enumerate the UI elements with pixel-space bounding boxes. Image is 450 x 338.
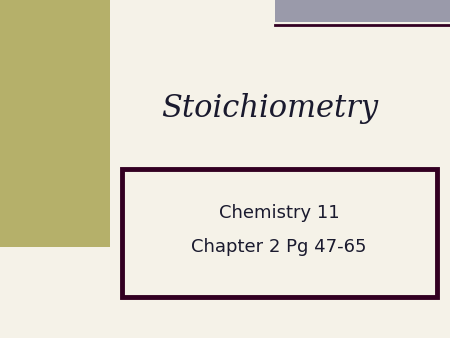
Bar: [0, 0, 110, 247]
Text: Chemistry 11: Chemistry 11: [219, 204, 339, 222]
Text: Stoichiometry: Stoichiometry: [162, 93, 378, 124]
Bar: [274, 0, 450, 22]
Bar: [122, 169, 436, 297]
Text: Chapter 2 Pg 47-65: Chapter 2 Pg 47-65: [191, 238, 367, 256]
